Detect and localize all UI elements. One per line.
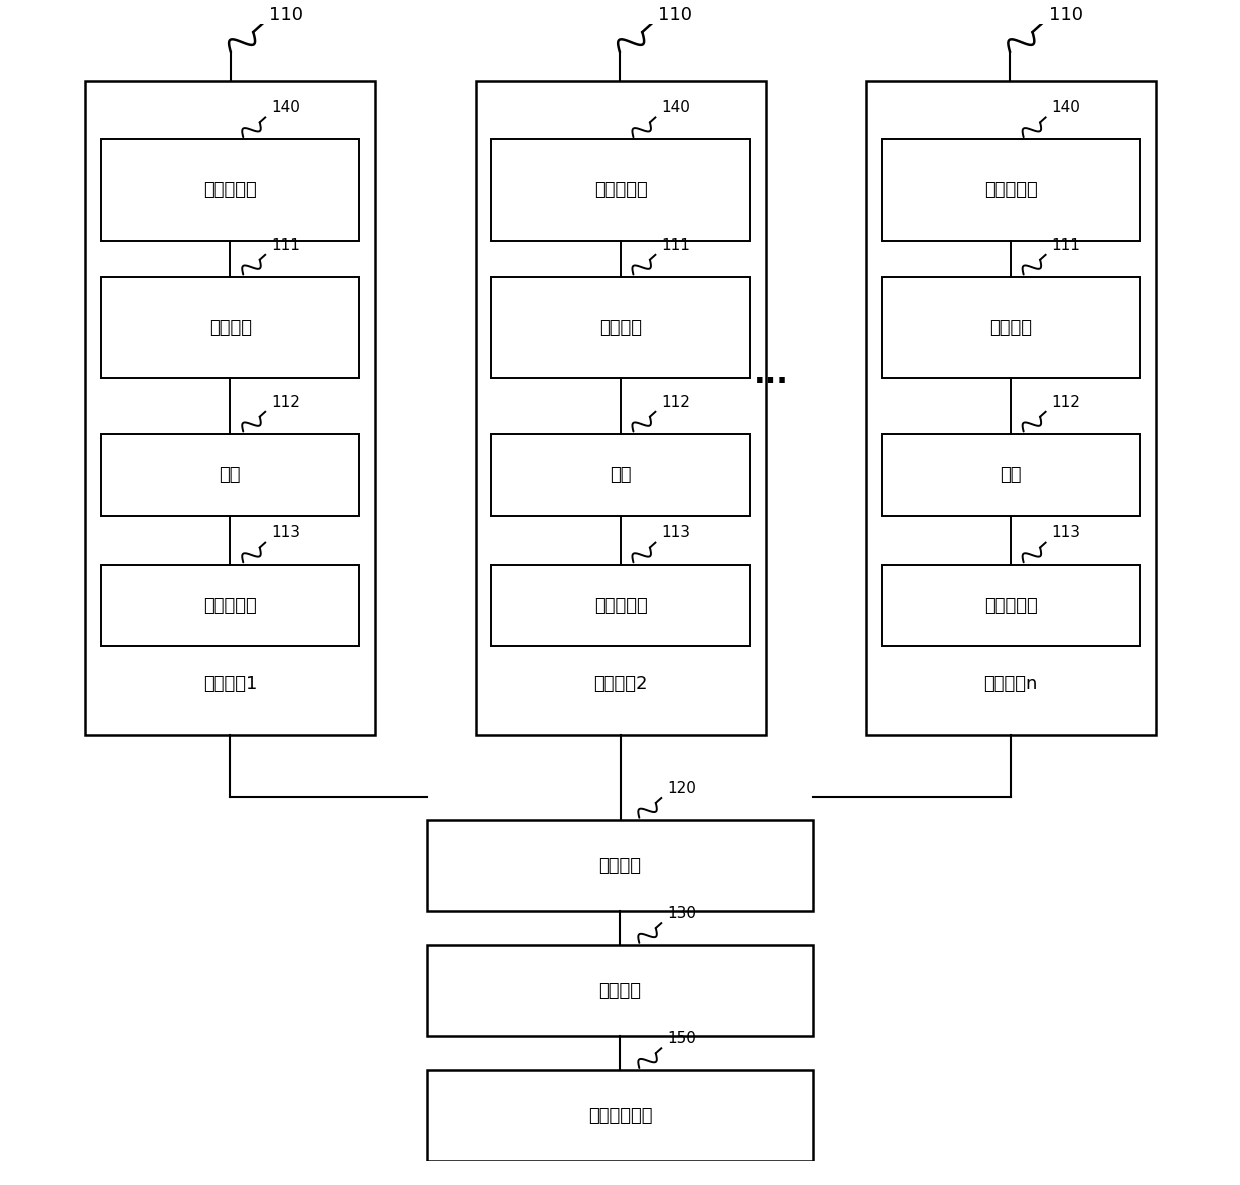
Text: 发光装置: 发光装置 — [599, 319, 642, 337]
Text: 140: 140 — [661, 101, 689, 115]
Bar — [102, 140, 360, 241]
Text: 113: 113 — [1052, 525, 1080, 540]
Text: 111: 111 — [270, 237, 300, 252]
Bar — [102, 564, 360, 646]
Bar — [882, 277, 1140, 378]
Text: 光调节装置: 光调节装置 — [203, 181, 257, 199]
Bar — [102, 434, 360, 515]
Bar — [882, 564, 1140, 646]
Text: 140: 140 — [270, 101, 300, 115]
Text: 130: 130 — [667, 905, 696, 921]
Text: 112: 112 — [661, 395, 689, 410]
Text: 120: 120 — [667, 781, 696, 796]
Text: 投射模块2: 投射模块2 — [593, 674, 647, 692]
Bar — [882, 434, 1140, 515]
Bar — [475, 81, 765, 735]
Bar — [86, 81, 376, 735]
Text: 光栅: 光栅 — [219, 466, 241, 483]
Text: 投射模块1: 投射模块1 — [203, 674, 258, 692]
Text: 110: 110 — [1049, 6, 1083, 24]
Text: 取像模块: 取像模块 — [599, 857, 641, 875]
Text: 111: 111 — [1052, 237, 1080, 252]
Bar — [491, 140, 750, 241]
Bar — [427, 946, 813, 1036]
Text: 光调节装置: 光调节装置 — [594, 181, 647, 199]
Text: 光栅移动器: 光栅移动器 — [983, 596, 1038, 615]
Text: 投射模块n: 投射模块n — [983, 674, 1038, 692]
Text: 发光装置: 发光装置 — [208, 319, 252, 337]
Text: 光栅: 光栅 — [610, 466, 631, 483]
Text: 140: 140 — [1052, 101, 1080, 115]
Text: 光栅: 光栅 — [999, 466, 1022, 483]
Text: 光栅移动器: 光栅移动器 — [203, 596, 257, 615]
Bar — [882, 140, 1140, 241]
Text: 112: 112 — [1052, 395, 1080, 410]
Text: 111: 111 — [661, 237, 689, 252]
Text: 113: 113 — [270, 525, 300, 540]
Text: 发光装置: 发光装置 — [990, 319, 1032, 337]
Text: 高度计算模块: 高度计算模块 — [588, 1107, 652, 1125]
Bar — [866, 81, 1156, 735]
Bar — [102, 277, 360, 378]
Bar — [427, 1070, 813, 1161]
Bar — [427, 820, 813, 911]
Text: 110: 110 — [269, 6, 304, 24]
Bar — [491, 564, 750, 646]
Text: 光栅移动器: 光栅移动器 — [594, 596, 647, 615]
Text: ···: ··· — [754, 367, 789, 397]
Text: 110: 110 — [658, 6, 692, 24]
Bar — [491, 277, 750, 378]
Text: 112: 112 — [270, 395, 300, 410]
Text: 150: 150 — [667, 1031, 696, 1046]
Bar — [491, 434, 750, 515]
Text: 光调节装置: 光调节装置 — [983, 181, 1038, 199]
Text: 113: 113 — [661, 525, 691, 540]
Text: 控制模块: 控制模块 — [599, 981, 641, 1000]
